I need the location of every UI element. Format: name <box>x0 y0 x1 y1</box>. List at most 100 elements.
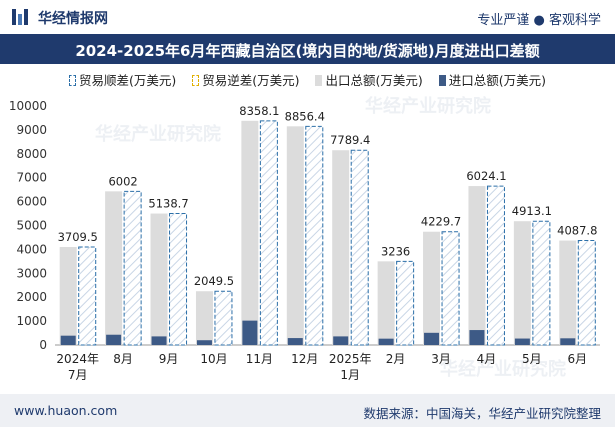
bar-surplus-0 <box>78 246 97 346</box>
bar-export-4 <box>241 120 259 346</box>
x-tick-label-6-0: 2025年 <box>329 352 372 366</box>
y-tick-label-1: 1000 <box>16 314 47 328</box>
bar-import-1 <box>106 334 122 345</box>
y-tick-label-4: 4000 <box>16 242 47 256</box>
bar-import-6 <box>333 336 349 345</box>
bar-export-11 <box>559 240 577 345</box>
legend-label-export: 出口总额(万美元) <box>325 73 423 88</box>
legend-swatch-import <box>438 75 446 86</box>
footer-website: www.huaon.com <box>14 403 118 418</box>
bar-surplus-6 <box>350 149 369 346</box>
bar-import-3 <box>196 340 212 345</box>
bar-surplus-7 <box>396 260 415 346</box>
legend-item-deficit: 贸易逆差(万美元) <box>192 70 300 89</box>
x-tick-label-11: 6月 <box>567 352 587 366</box>
slogan: 专业严谨 ● 客观科学 <box>477 13 601 28</box>
y-tick-label-2: 2000 <box>16 290 47 304</box>
bar-chart: 0 1000 2000 3000 4000 5000 6000 7000 8000 9000 100… <box>9 99 600 382</box>
x-tick-label-5: 12月 <box>291 352 318 366</box>
x-tick-label-8: 3月 <box>431 352 451 366</box>
watermark-3: 华经产业研究院 <box>440 359 566 380</box>
watermark-1: 华经产业研究院 <box>95 124 221 145</box>
footer-source: 数据来源：中国海关，华经产业研究院整理 <box>363 406 601 421</box>
y-tick-label-6: 6000 <box>16 195 47 209</box>
data-label-3: 2049.5 <box>194 274 234 288</box>
x-tick-label-0-0: 2024年 <box>56 352 99 366</box>
watermark-2: 华经产业研究院 <box>365 96 491 117</box>
data-label-2: 5138.7 <box>148 197 188 211</box>
bar-export-1 <box>105 191 123 345</box>
bar-export-7 <box>377 261 395 345</box>
legend-swatch-surplus <box>68 75 76 86</box>
bar-surplus-11 <box>577 240 596 346</box>
bar-import-5 <box>287 338 303 345</box>
x-tick-label-3: 10月 <box>200 352 227 366</box>
x-tick-label-0-1: 7月 <box>68 368 88 382</box>
y-tick-label-9: 9000 <box>16 123 47 137</box>
bar-export-10 <box>513 221 531 345</box>
legend-item-surplus: 贸易顺差(万美元) <box>68 70 177 89</box>
x-tick-label-4: 11月 <box>246 352 273 366</box>
data-label-8: 4229.7 <box>421 215 461 229</box>
bar-export-9 <box>468 186 486 345</box>
bar-import-2 <box>151 336 167 345</box>
legend-label-deficit: 贸易逆差(万美元) <box>202 73 300 88</box>
legend-item-export: 出口总额(万美元) <box>315 70 423 89</box>
data-label-4: 8358.1 <box>239 104 279 118</box>
bar-surplus-2 <box>169 213 188 346</box>
bar-surplus-3 <box>214 290 233 346</box>
y-tick-label-8: 8000 <box>16 147 47 161</box>
bar-import-10 <box>514 338 530 345</box>
bar-export-6 <box>332 150 350 345</box>
brand-name: 华经情报网 <box>38 11 108 27</box>
legend-item-import: 进口总额(万美元) <box>438 70 546 89</box>
bar-import-11 <box>560 338 576 345</box>
chart-title: 2024-2025年6月年西藏自治区(境内目的地/货源地)月度进出口差额 <box>75 42 540 60</box>
bar-import-4 <box>242 320 258 345</box>
chart-legend: 贸易顺差(万美元) 贸易逆差(万美元) 出口总额(万美元) 进口总额(万美元) <box>0 70 615 90</box>
y-tick-label-5: 5000 <box>16 219 47 233</box>
data-label-1: 6002 <box>108 174 137 188</box>
bar-surplus-4 <box>259 120 278 346</box>
data-label-0: 3709.5 <box>58 230 98 244</box>
x-tick-label-9: 4月 <box>477 352 497 366</box>
top-bar: 华经情报网 专业严谨 ● 客观科学 <box>0 0 615 34</box>
bar-import-0 <box>60 335 76 345</box>
bar-export-2 <box>150 213 168 345</box>
bar-surplus-5 <box>305 125 324 346</box>
y-tick-label-3: 3000 <box>16 266 47 280</box>
x-tick-label-6-1: 1月 <box>340 368 360 382</box>
brand-logo-icon <box>12 9 32 25</box>
bar-export-0 <box>59 247 77 345</box>
data-label-11: 4087.8 <box>557 224 597 238</box>
legend-label-surplus: 贸易顺差(万美元) <box>78 73 177 88</box>
x-tick-label-7: 2月 <box>386 352 406 366</box>
bar-surplus-1 <box>123 190 142 346</box>
bar-surplus-9 <box>486 185 505 346</box>
footer: www.huaon.com 数据来源：中国海关，华经产业研究院整理 <box>0 394 615 427</box>
bar-import-7 <box>378 338 394 345</box>
bar-export-8 <box>423 231 441 345</box>
bar-export-3 <box>195 291 213 345</box>
data-label-7: 3236 <box>381 244 410 258</box>
x-tick-label-1: 8月 <box>113 352 133 366</box>
y-tick-label-0: 0 <box>39 338 47 352</box>
bar-surplus-8 <box>441 231 460 346</box>
bar-import-8 <box>424 332 440 345</box>
legend-label-import: 进口总额(万美元) <box>448 73 546 88</box>
legend-swatch-deficit <box>192 75 200 86</box>
data-label-5: 8856.4 <box>285 109 325 123</box>
y-tick-label-7: 7000 <box>16 171 47 185</box>
bar-surplus-10 <box>532 220 551 346</box>
data-label-9: 6024.1 <box>466 169 506 183</box>
data-label-10: 4913.1 <box>512 204 552 218</box>
title-bar: 2024-2025年6月年西藏自治区(境内目的地/货源地)月度进出口差额 <box>0 34 615 64</box>
x-tick-label-10: 5月 <box>522 352 542 366</box>
legend-swatch-export <box>315 75 323 86</box>
y-tick-label-10: 10000 <box>9 99 47 113</box>
x-tick-label-2: 9月 <box>159 352 179 366</box>
data-label-6: 7789.4 <box>330 133 370 147</box>
bar-export-5 <box>286 126 304 345</box>
bar-import-9 <box>469 330 485 345</box>
